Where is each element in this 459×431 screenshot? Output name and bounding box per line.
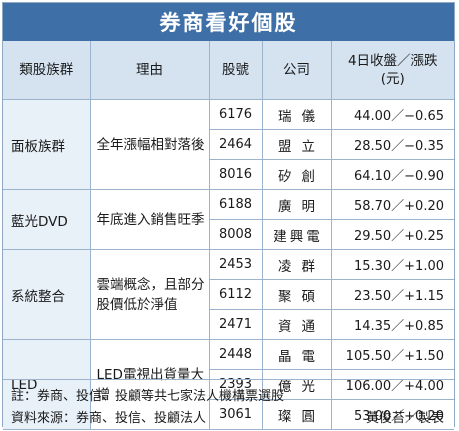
group-reason: 雲端概念，且部分股價低於淨值	[89, 249, 210, 340]
close-change: 64.10／−0.90	[330, 159, 454, 190]
close-change: 58.70／+0.20	[330, 189, 454, 220]
close-change: 105.50／+1.50	[330, 339, 454, 370]
group-reason: 年底進入銷售旺季	[89, 189, 210, 250]
stock-table: 類股族群 理由 股號 公司 4日收盤／漲跌 (元) 面板族群 全年漲幅相對落後 …	[3, 41, 454, 430]
header-company: 公司	[261, 41, 332, 100]
table-row: 8008 建興電 29.50／+0.25	[3, 219, 454, 250]
company-name: 瑞儀	[261, 99, 332, 130]
close-change: 23.50／+1.15	[330, 279, 454, 310]
stock-code: 6188	[208, 189, 263, 220]
stock-code: 2393	[209, 369, 263, 400]
footnote: 註：券商、投信、投顧等共七家法人機構票選股	[11, 389, 285, 404]
header-price-line2: (元)	[380, 71, 405, 87]
table-row: 藍光DVD 年底進入銷售旺季 6188 廣明 58.70／+0.20	[3, 189, 454, 250]
group-name: 面板族群	[3, 99, 91, 190]
header-reason: 理由	[89, 41, 210, 100]
company-name: 億光	[261, 369, 332, 400]
header-price: 4日收盤／漲跌 (元)	[330, 41, 454, 100]
close-change: 29.50／+0.25	[330, 219, 454, 250]
data-source: 資料來源：券商、投信、投顧法人	[11, 411, 207, 426]
group-reason: 全年漲幅相對落後	[89, 99, 210, 190]
company-name: 晶電	[261, 339, 332, 370]
group-reason: LED電視出貨量大增	[89, 339, 210, 430]
stock-code: 6176	[208, 99, 263, 130]
table-row: 2393 億光 106.00／+4.00	[3, 369, 454, 400]
company-name: 聚碩	[261, 279, 332, 310]
company-name: 矽創	[261, 159, 332, 190]
company-name: 資通	[261, 309, 332, 340]
company-name: 廣明	[261, 189, 332, 220]
title-bar: 券商看好個股	[3, 3, 454, 41]
stock-code: 6112	[209, 279, 263, 310]
table-credit: 黃俊苔／製表	[365, 411, 444, 426]
footer-notes: 註：券商、投信、投顧等共七家法人機構票選股 資料來源：券商、投信、投顧法人 黃俊…	[3, 379, 454, 428]
company-name: 凌群	[261, 249, 332, 280]
stock-code: 2448	[208, 339, 263, 370]
close-change: 106.00／+4.00	[330, 369, 454, 400]
table-header-row: 類股族群 理由 股號 公司 4日收盤／漲跌 (元)	[3, 41, 454, 100]
stock-code: 2464	[209, 129, 263, 160]
close-change: 15.30／+1.00	[330, 249, 454, 280]
close-change: 14.35／+0.85	[330, 309, 454, 340]
table-row: 系統整合 雲端概念，且部分股價低於淨值 2453 凌群 15.30／+1.00	[3, 249, 454, 340]
table-row: LED LED電視出貨量大增 2448 晶電 105.50／+1.50	[3, 339, 454, 430]
table-row: 2471 資通 14.35／+0.85	[3, 309, 454, 340]
close-change: 28.50／−0.35	[330, 129, 454, 160]
page-title: 券商看好個股	[159, 11, 298, 35]
header-group: 類股族群	[3, 41, 91, 100]
stock-code: 2471	[209, 309, 263, 340]
header-price-line1: 4日收盤／漲跌	[347, 53, 438, 69]
company-name: 建興電	[261, 219, 332, 250]
header-code: 股號	[208, 41, 263, 100]
group-name: 藍光DVD	[3, 189, 91, 250]
table-row: 3061 璨圓 53.00／+0.20	[3, 399, 454, 430]
close-change: 53.00／+0.20	[330, 399, 454, 430]
table-row: 面板族群 全年漲幅相對落後 6176 瑞儀 44.00／−0.65	[3, 99, 454, 190]
close-change: 44.00／−0.65	[330, 99, 454, 130]
stock-code: 8008	[209, 219, 263, 250]
table-row: 6112 聚碩 23.50／+1.15	[3, 279, 454, 310]
stock-code: 8016	[209, 159, 263, 190]
stock-code: 3061	[209, 399, 263, 430]
group-name: 系統整合	[3, 249, 91, 340]
group-name: LED	[3, 339, 91, 430]
stock-code: 2453	[208, 249, 263, 280]
company-name: 璨圓	[261, 399, 332, 430]
company-name: 盟立	[261, 129, 332, 160]
